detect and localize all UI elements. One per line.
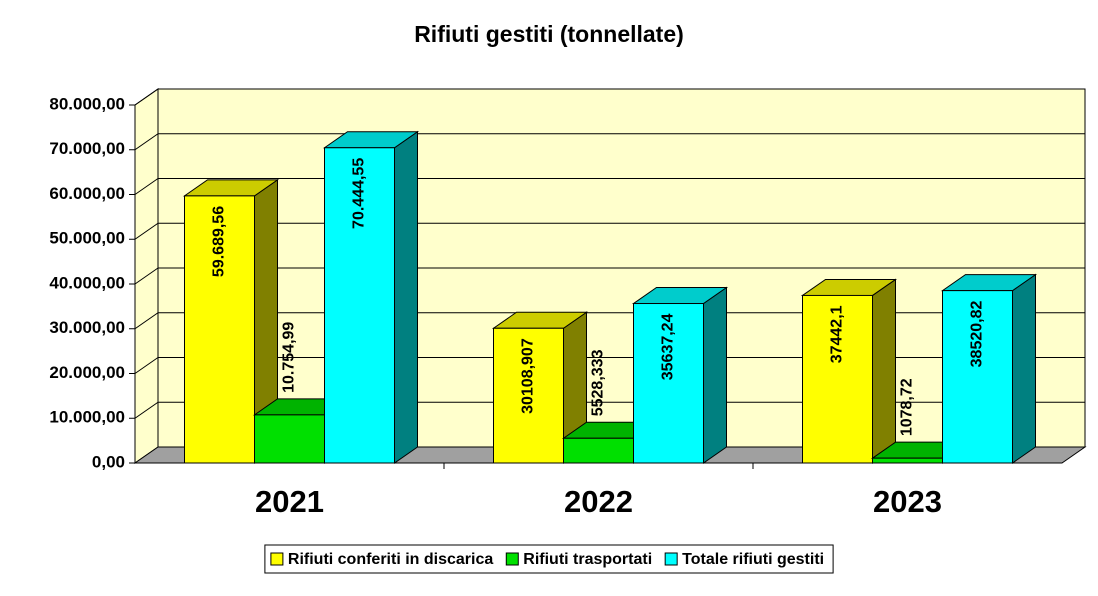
bar-side xyxy=(394,130,418,464)
legend-label: Totale rifiuti gestiti xyxy=(682,551,824,568)
value-label: 30108,907 xyxy=(520,338,537,414)
y-tick-label: 0,00 xyxy=(92,452,125,471)
legend-label: Rifiuti conferiti in discarica xyxy=(288,551,493,568)
y-tick-label: 30.000,00 xyxy=(49,318,125,337)
y-tick-label: 20.000,00 xyxy=(49,363,125,382)
bar xyxy=(324,147,395,464)
bar xyxy=(802,294,873,464)
bar-3d xyxy=(491,311,589,464)
legend-swatch xyxy=(664,552,678,566)
bar-side xyxy=(703,286,727,464)
legend-swatch xyxy=(505,552,519,566)
value-label: 35637,24 xyxy=(660,313,677,380)
y-tick-label: 70.000,00 xyxy=(49,139,125,158)
bar xyxy=(493,327,564,464)
bar-3d xyxy=(940,273,1038,464)
value-label: 38520,82 xyxy=(969,301,986,368)
grid-line-side xyxy=(134,401,159,419)
legend-swatch xyxy=(270,552,284,566)
grid-line-side xyxy=(134,88,159,106)
bar-3d xyxy=(182,178,280,464)
grid-line-side xyxy=(134,133,159,151)
bar xyxy=(184,195,255,464)
legend: Rifiuti conferiti in discarica Rifiuti tr… xyxy=(264,544,834,574)
value-label: 37442,1 xyxy=(829,305,846,363)
bar-3d xyxy=(631,286,729,464)
value-label: 10.754,99 xyxy=(281,322,298,393)
bar xyxy=(254,414,325,464)
y-tick-label: 60.000,00 xyxy=(49,184,125,203)
bar xyxy=(872,457,943,464)
y-tick-label: 40.000,00 xyxy=(49,273,125,292)
bar-side xyxy=(872,278,896,464)
legend-label: Rifiuti trasportati xyxy=(523,551,652,568)
legend-box xyxy=(264,544,834,574)
bar-3d xyxy=(800,278,898,464)
value-label: 70.444,55 xyxy=(351,158,368,229)
grid-line-side xyxy=(134,267,159,285)
y-tick-label: 80.000,00 xyxy=(49,94,125,113)
x-tick-label: 2023 xyxy=(873,484,942,519)
y-tick-label: 50.000,00 xyxy=(49,229,125,248)
bar xyxy=(563,437,634,464)
x-tick-label: 2021 xyxy=(255,484,324,519)
bar-side xyxy=(1012,273,1036,464)
grid-line-side xyxy=(134,357,159,374)
bar xyxy=(633,303,704,464)
bar-3d xyxy=(322,130,420,464)
grid-line-side xyxy=(134,312,159,330)
grid-line-side xyxy=(134,222,159,240)
value-label: 5528,333 xyxy=(590,349,607,416)
value-label: 1078,72 xyxy=(899,378,916,436)
chart-title: Rifiuti gestiti (tonnellate) xyxy=(414,21,684,47)
grid-line-side xyxy=(134,178,159,195)
y-tick-label: 10.000,00 xyxy=(49,408,125,427)
value-label: 59.689,56 xyxy=(211,206,228,277)
bar xyxy=(942,290,1013,464)
x-tick-label: 2022 xyxy=(564,484,633,519)
